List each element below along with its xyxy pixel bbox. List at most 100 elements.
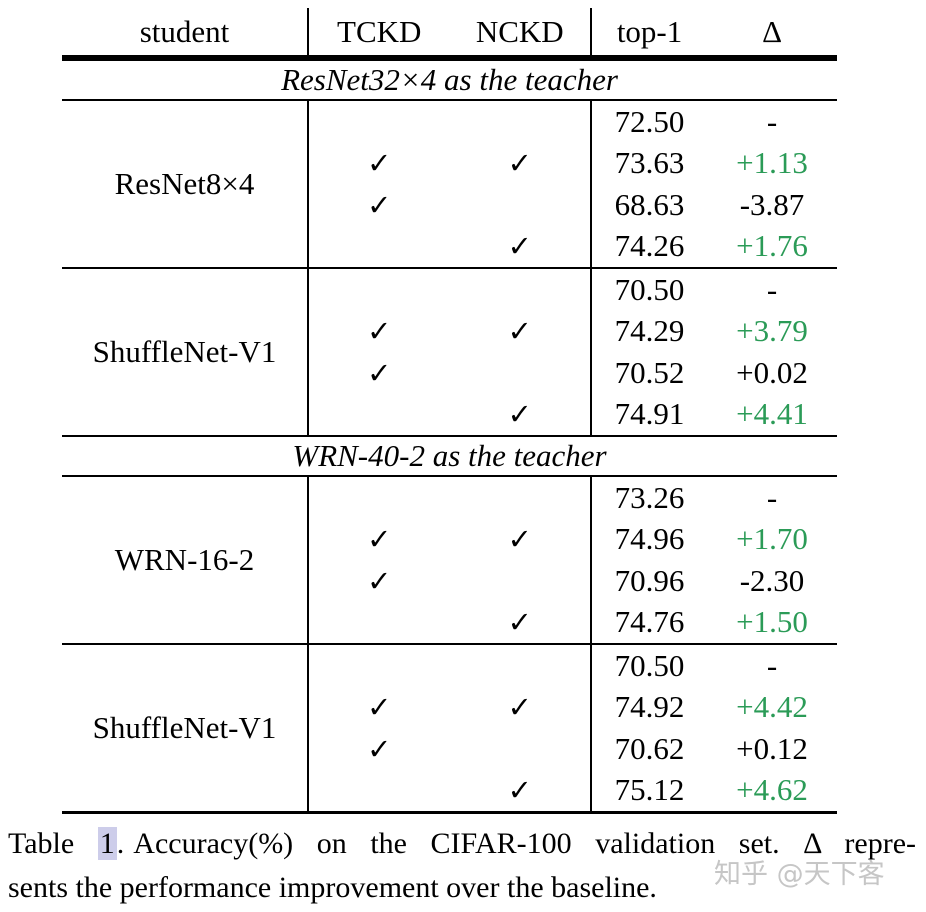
nckd-check bbox=[450, 728, 591, 770]
table-row: 70.62 +0.12 bbox=[592, 728, 837, 770]
table-row: 73.26 - bbox=[592, 477, 837, 519]
table-row: ✓ bbox=[309, 226, 590, 268]
results-column: 70.50 - 74.92 +4.42 70.62 +0.12 75.12 +4… bbox=[590, 645, 837, 811]
column-header-nckd: NCKD bbox=[475, 13, 564, 49]
divider-rule bbox=[62, 99, 837, 101]
tckd-check: ✓ bbox=[367, 690, 392, 725]
tckd-check: ✓ bbox=[367, 314, 392, 349]
top1-value: 75.12 bbox=[614, 772, 685, 808]
tckd-check: ✓ bbox=[367, 146, 392, 181]
delta-value: - bbox=[766, 271, 778, 307]
table-row bbox=[309, 645, 590, 687]
table-row: 74.91 +4.41 bbox=[592, 394, 837, 436]
divider-rule bbox=[62, 267, 837, 269]
tckd-check: ✓ bbox=[367, 522, 392, 557]
tckd-check bbox=[309, 602, 450, 644]
delta-value: +1.13 bbox=[736, 145, 808, 181]
kd-checks-column: ✓ ✓ ✓ ✓ bbox=[307, 477, 590, 643]
nckd-check: ✓ bbox=[507, 229, 532, 264]
delta-value: +1.76 bbox=[736, 228, 808, 264]
column-header-delta: Δ bbox=[762, 13, 782, 49]
delta-value: +4.62 bbox=[736, 772, 808, 808]
tckd-check bbox=[309, 226, 450, 268]
table-row: 70.50 - bbox=[592, 645, 837, 687]
nckd-check: ✓ bbox=[507, 314, 532, 349]
table-row: 70.50 - bbox=[592, 269, 837, 311]
delta-value: -3.87 bbox=[739, 186, 805, 222]
tckd-check bbox=[309, 394, 450, 436]
delta-value: +0.12 bbox=[736, 730, 808, 766]
header-rule bbox=[62, 55, 837, 61]
top1-value: 74.29 bbox=[614, 313, 685, 349]
nckd-check bbox=[450, 184, 591, 226]
table-row: ✓ ✓ bbox=[309, 143, 590, 185]
nckd-check: ✓ bbox=[507, 605, 532, 640]
table-caption: Table 1. Accuracy(%) on the CIFAR-100 val… bbox=[8, 822, 916, 910]
table-row: 68.63 -3.87 bbox=[592, 184, 837, 226]
table-header-row: student TCKD NCKD top-1 Δ bbox=[62, 8, 837, 55]
student-group: ShuffleNet-V1 ✓ ✓ ✓ ✓ 70.50 - bbox=[62, 269, 837, 435]
delta-value: +4.42 bbox=[736, 689, 808, 725]
table-row: 70.52 +0.02 bbox=[592, 352, 837, 394]
table-row: ✓ bbox=[309, 394, 590, 436]
results-header-columns: top-1 Δ bbox=[590, 8, 837, 55]
kd-checks-column: ✓ ✓ ✓ ✓ bbox=[307, 645, 590, 811]
table-row: 74.26 +1.76 bbox=[592, 226, 837, 268]
delta-value: +1.70 bbox=[736, 521, 808, 557]
results-column: 70.50 - 74.29 +3.79 70.52 +0.02 74.91 +4… bbox=[590, 269, 837, 435]
caption-prefix: Table bbox=[8, 827, 98, 860]
caption-line-2: sents the performance improvement over t… bbox=[8, 871, 657, 904]
top1-value: 74.91 bbox=[614, 396, 685, 432]
caption-dot: . bbox=[116, 827, 125, 860]
tckd-check bbox=[309, 477, 450, 519]
student-name: ShuffleNet-V1 bbox=[92, 710, 277, 745]
table-row: 74.96 +1.70 bbox=[592, 519, 837, 561]
nckd-check: ✓ bbox=[507, 522, 532, 557]
delta-value: +0.02 bbox=[736, 354, 808, 390]
table-row: 73.63 +1.13 bbox=[592, 143, 837, 185]
top1-value: 70.52 bbox=[614, 354, 685, 390]
student-group: ResNet8×4 ✓ ✓ ✓ ✓ 72.50 - bbox=[62, 101, 837, 267]
tckd-check: ✓ bbox=[367, 731, 392, 766]
bottom-rule bbox=[62, 811, 837, 814]
top1-value: 74.92 bbox=[614, 689, 685, 725]
table-ref-link[interactable]: 1 bbox=[97, 827, 117, 860]
nckd-check bbox=[450, 477, 591, 519]
section-title-text: ResNet32×4 as the teacher bbox=[281, 62, 618, 97]
nckd-check bbox=[450, 560, 591, 602]
student-name: WRN-16-2 bbox=[114, 542, 255, 577]
section-title-wrn-40-2: WRN-40-2 as the teacher bbox=[62, 437, 837, 475]
divider-rule bbox=[62, 643, 837, 645]
delta-value: +1.50 bbox=[736, 604, 808, 640]
table-row: 75.12 +4.62 bbox=[592, 770, 837, 812]
top1-value: 70.96 bbox=[614, 562, 685, 598]
table-row: 72.50 - bbox=[592, 101, 837, 143]
top1-value: 68.63 bbox=[614, 186, 685, 222]
kd-checks-column: ✓ ✓ ✓ ✓ bbox=[307, 269, 590, 435]
column-header-top1: top-1 bbox=[616, 13, 683, 49]
nckd-check bbox=[450, 101, 591, 143]
kd-header-columns: TCKD NCKD bbox=[307, 8, 590, 55]
table-row: ✓ ✓ bbox=[309, 311, 590, 353]
delta-value: +3.79 bbox=[736, 313, 808, 349]
kd-checks-column: ✓ ✓ ✓ ✓ bbox=[307, 101, 590, 267]
student-name: ResNet8×4 bbox=[114, 166, 255, 201]
top1-value: 70.50 bbox=[614, 271, 685, 307]
table-row: ✓ ✓ bbox=[309, 519, 590, 561]
top1-value: 70.62 bbox=[614, 730, 685, 766]
tckd-check bbox=[309, 770, 450, 812]
top1-value: 74.96 bbox=[614, 521, 685, 557]
table-row: 74.92 +4.42 bbox=[592, 687, 837, 729]
delta-value: - bbox=[766, 479, 778, 515]
tckd-check bbox=[309, 269, 450, 311]
student-name: ShuffleNet-V1 bbox=[92, 334, 277, 369]
delta-value: - bbox=[766, 647, 778, 683]
table-row: ✓ bbox=[309, 728, 590, 770]
table-row bbox=[309, 101, 590, 143]
divider-rule bbox=[62, 475, 837, 477]
section-title-resnet32x4: ResNet32×4 as the teacher bbox=[62, 61, 837, 99]
top1-value: 72.50 bbox=[614, 103, 685, 139]
delta-value: -2.30 bbox=[739, 562, 805, 598]
tckd-check: ✓ bbox=[367, 355, 392, 390]
table-row bbox=[309, 269, 590, 311]
